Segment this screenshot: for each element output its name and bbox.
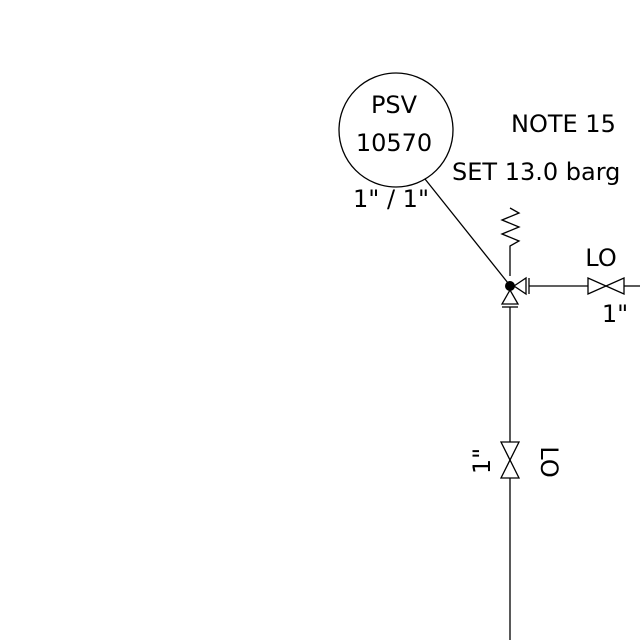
- psv-outlet-icon: [512, 276, 530, 296]
- outlet-valve-position: LO: [585, 244, 616, 272]
- inlet-gate-valve-icon[interactable]: [499, 441, 521, 479]
- psv-tag-number: 10570: [356, 129, 432, 157]
- psv-tag-type: PSV: [371, 91, 418, 119]
- outlet-gate-valve-icon[interactable]: [587, 276, 625, 296]
- psv-instrument-bubble[interactable]: PSV 10570: [338, 72, 454, 188]
- instrument-leader-line: [424, 178, 509, 284]
- psv-inlet-icon: [500, 288, 520, 308]
- inlet-valve-position: LO: [535, 446, 563, 477]
- set-pressure-label: SET 13.0 barg: [452, 158, 620, 186]
- psv-spring-icon: [500, 207, 521, 276]
- inlet-valve-size: 1": [468, 448, 496, 474]
- note-reference: NOTE 15: [511, 110, 616, 138]
- outlet-valve-size: 1": [602, 300, 628, 328]
- psv-body-dot: [505, 281, 515, 291]
- psv-size-label: 1" / 1": [353, 185, 429, 213]
